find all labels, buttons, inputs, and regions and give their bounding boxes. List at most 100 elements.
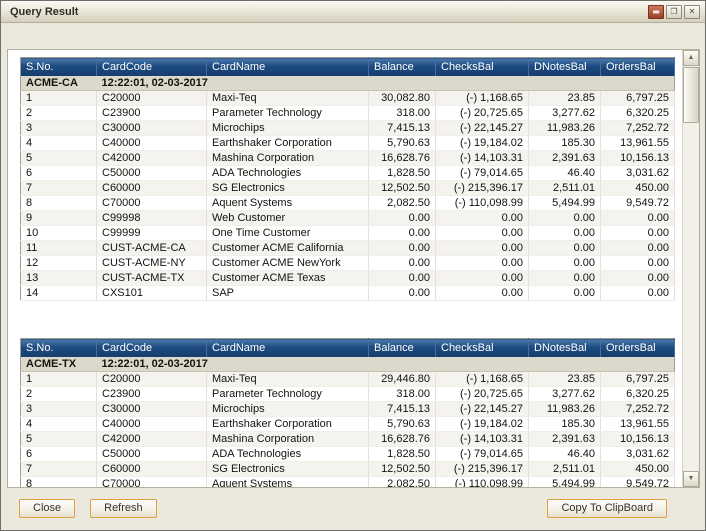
cell-checksbal: 0.00 <box>435 210 529 226</box>
cell-cardcode: CXS101 <box>96 285 207 301</box>
cell-balance: 0.00 <box>368 240 436 256</box>
column-header-cardname[interactable]: CardName <box>206 57 369 76</box>
cell-cardname: ADA Technologies <box>206 446 369 462</box>
cell-balance: 2,082.50 <box>368 195 436 211</box>
column-header-sno[interactable]: S.No. <box>20 57 97 76</box>
group-header-row: ACME-CA 12:22:01, 02-03-2017 <box>20 75 675 91</box>
scroll-down-icon[interactable]: ▼ <box>683 471 699 487</box>
scrollbar-track[interactable] <box>683 66 699 471</box>
table-row[interactable]: 7 C60000 SG Electronics 12,502.50 (-) 215,39… <box>20 180 675 196</box>
cell-cardname: Microchips <box>206 401 369 417</box>
table-row[interactable]: 10 C99999 One Time Customer 0.00 0.00 0.00 0.0… <box>20 225 675 241</box>
table-row[interactable]: 2 C23900 Parameter Technology 318.00 (-) 20,… <box>20 386 675 402</box>
group-timestamp: 12:22:01, 02-03-2017 <box>96 356 675 372</box>
results-panel: S.No. CardCode CardName Balance ChecksBal DNo… <box>7 49 700 488</box>
close-button[interactable]: Close <box>19 498 76 518</box>
refresh-button[interactable]: Refresh <box>90 498 157 518</box>
cell-sno: 2 <box>20 105 97 121</box>
cell-ordersbal: 3,031.62 <box>600 165 675 181</box>
column-header-balance[interactable]: Balance <box>368 338 436 357</box>
column-header-checksbal[interactable]: ChecksBal <box>435 57 529 76</box>
cell-cardcode: C99998 <box>96 210 207 226</box>
table-row[interactable]: 12 CUST-ACME-NY Customer ACME NewYork 0.00 0… <box>20 255 675 271</box>
cell-ordersbal: 6,320.25 <box>600 386 675 402</box>
cell-balance: 0.00 <box>368 285 436 301</box>
table-row[interactable]: 4 C40000 Earthshaker Corporation 5,790.63 (-… <box>20 416 675 432</box>
table-row[interactable]: 2 C23900 Parameter Technology 318.00 (-) 20,… <box>20 105 675 121</box>
table-row[interactable]: 6 C50000 ADA Technologies 1,828.50 (-) 79,01… <box>20 446 675 462</box>
cell-checksbal: (-) 19,184.02 <box>435 416 529 432</box>
cell-cardname: Earthshaker Corporation <box>206 135 369 151</box>
table-row[interactable]: 4 C40000 Earthshaker Corporation 5,790.63 (-… <box>20 135 675 151</box>
cell-balance: 0.00 <box>368 225 436 241</box>
table-row[interactable]: 6 C50000 ADA Technologies 1,828.50 (-) 79,01… <box>20 165 675 181</box>
cell-dnotesbal: 3,277.62 <box>528 386 601 402</box>
group-header-row: ACME-TX 12:22:01, 02-03-2017 <box>20 356 675 372</box>
cell-checksbal: 0.00 <box>435 270 529 286</box>
copy-to-clipboard-button[interactable]: Copy To ClipBoard <box>547 498 667 518</box>
cell-cardcode: CUST-ACME-NY <box>96 255 207 271</box>
cell-dnotesbal: 3,277.62 <box>528 105 601 121</box>
table-row[interactable]: 1 C20000 Maxi-Teq 29,446.80 (-) 1,168.65 23.8… <box>20 371 675 387</box>
cell-sno: 8 <box>20 195 97 211</box>
table-row[interactable]: 3 C30000 Microchips 7,415.13 (-) 22,145.27 11… <box>20 401 675 417</box>
vertical-scrollbar[interactable]: ▲ ▼ <box>682 50 699 487</box>
column-header-cardcode[interactable]: CardCode <box>96 338 207 357</box>
column-header-cardname[interactable]: CardName <box>206 338 369 357</box>
cell-dnotesbal: 0.00 <box>528 240 601 256</box>
cell-dnotesbal: 5,494.99 <box>528 476 601 487</box>
restore-button[interactable]: ❐ <box>666 4 682 19</box>
cell-dnotesbal: 0.00 <box>528 225 601 241</box>
cell-ordersbal: 9,549.72 <box>600 476 675 487</box>
footer: Close Refresh Copy To ClipBoard <box>1 488 705 530</box>
cell-dnotesbal: 2,511.01 <box>528 180 601 196</box>
table-row[interactable]: 5 C42000 Mashina Corporation 16,628.76 (-) 1… <box>20 431 675 447</box>
cell-cardname: Parameter Technology <box>206 386 369 402</box>
cell-cardcode: C40000 <box>96 416 207 432</box>
cell-sno: 3 <box>20 120 97 136</box>
cell-balance: 5,790.63 <box>368 416 436 432</box>
cell-cardname: Customer ACME Texas <box>206 270 369 286</box>
column-header-cardcode[interactable]: CardCode <box>96 57 207 76</box>
cell-cardname: Parameter Technology <box>206 105 369 121</box>
scroll-up-icon[interactable]: ▲ <box>683 50 699 66</box>
window-controls: ▬ ❐ ✕ <box>648 4 700 19</box>
cell-balance: 318.00 <box>368 386 436 402</box>
column-header-dnotesbal[interactable]: DNotesBal <box>528 57 601 76</box>
cell-sno: 5 <box>20 150 97 166</box>
cell-sno: 8 <box>20 476 97 487</box>
cell-sno: 2 <box>20 386 97 402</box>
cell-cardname: ADA Technologies <box>206 165 369 181</box>
cell-cardcode: C50000 <box>96 165 207 181</box>
table-row[interactable]: 7 C60000 SG Electronics 12,502.50 (-) 215,39… <box>20 461 675 477</box>
column-header-dnotesbal[interactable]: DNotesBal <box>528 338 601 357</box>
table-row[interactable]: 5 C42000 Mashina Corporation 16,628.76 (-) 1… <box>20 150 675 166</box>
column-header-balance[interactable]: Balance <box>368 57 436 76</box>
column-header-ordersbal[interactable]: OrdersBal <box>600 338 675 357</box>
table-row[interactable]: 1 C20000 Maxi-Teq 30,082.80 (-) 1,168.65 23.8… <box>20 90 675 106</box>
scrollbar-thumb[interactable] <box>683 67 699 123</box>
table-row[interactable]: 3 C30000 Microchips 7,415.13 (-) 22,145.27 11… <box>20 120 675 136</box>
table-zone: S.No. CardCode CardName Balance ChecksBal DNo… <box>8 50 682 487</box>
cell-checksbal: (-) 215,396.17 <box>435 180 529 196</box>
cell-ordersbal: 13,961.55 <box>600 416 675 432</box>
minimize-button[interactable]: ▬ <box>648 4 664 19</box>
cell-ordersbal: 0.00 <box>600 225 675 241</box>
table-row[interactable]: 13 CUST-ACME-TX Customer ACME Texas 0.00 0.0… <box>20 270 675 286</box>
table-row[interactable]: 8 C70000 Aquent Systems 2,082.50 (-) 110,098… <box>20 195 675 211</box>
column-header-checksbal[interactable]: ChecksBal <box>435 338 529 357</box>
table-row[interactable]: 9 C99998 Web Customer 0.00 0.00 0.00 0.00 <box>20 210 675 226</box>
cell-sno: 3 <box>20 401 97 417</box>
table-row[interactable]: 14 CXS101 SAP 0.00 0.00 0.00 0.00 <box>20 285 675 301</box>
cell-balance: 1,828.50 <box>368 446 436 462</box>
cell-dnotesbal: 0.00 <box>528 285 601 301</box>
column-header-sno[interactable]: S.No. <box>20 338 97 357</box>
close-button[interactable]: ✕ <box>684 4 700 19</box>
table-row[interactable]: 8 C70000 Aquent Systems 2,082.50 (-) 110,098… <box>20 476 675 487</box>
window-title: Query Result <box>10 5 79 18</box>
cell-dnotesbal: 46.40 <box>528 446 601 462</box>
close-icon: ✕ <box>688 6 696 16</box>
table-row[interactable]: 11 CUST-ACME-CA Customer ACME California 0.… <box>20 240 675 256</box>
column-header-ordersbal[interactable]: OrdersBal <box>600 57 675 76</box>
cell-cardname: Customer ACME NewYork <box>206 255 369 271</box>
